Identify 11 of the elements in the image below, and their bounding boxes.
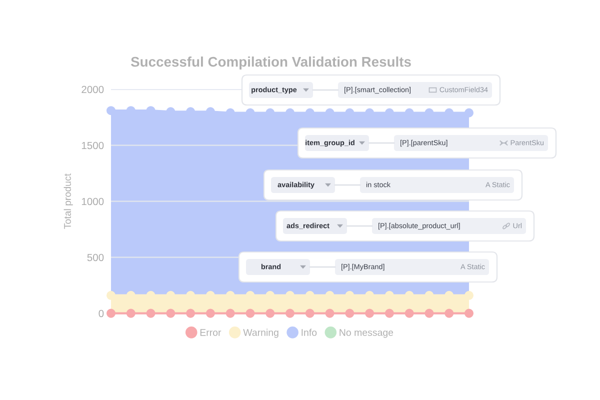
y-tick-label: 500 — [87, 254, 104, 262]
legend-label: Error — [200, 329, 222, 336]
y-tick-label: 0 — [98, 310, 104, 318]
legend-label: Warning — [243, 328, 278, 338]
legend-label: Info — [302, 328, 317, 336]
y-tick-label: 1000 — [82, 198, 104, 206]
y-tick-label: 1500 — [82, 142, 104, 150]
y-tick-label: 2000 — [82, 86, 104, 94]
chart-title: Successful Compilation Validation Results — [130, 56, 411, 70]
legend-label: No message — [340, 329, 394, 338]
y-axis-title: Total product — [64, 174, 73, 229]
